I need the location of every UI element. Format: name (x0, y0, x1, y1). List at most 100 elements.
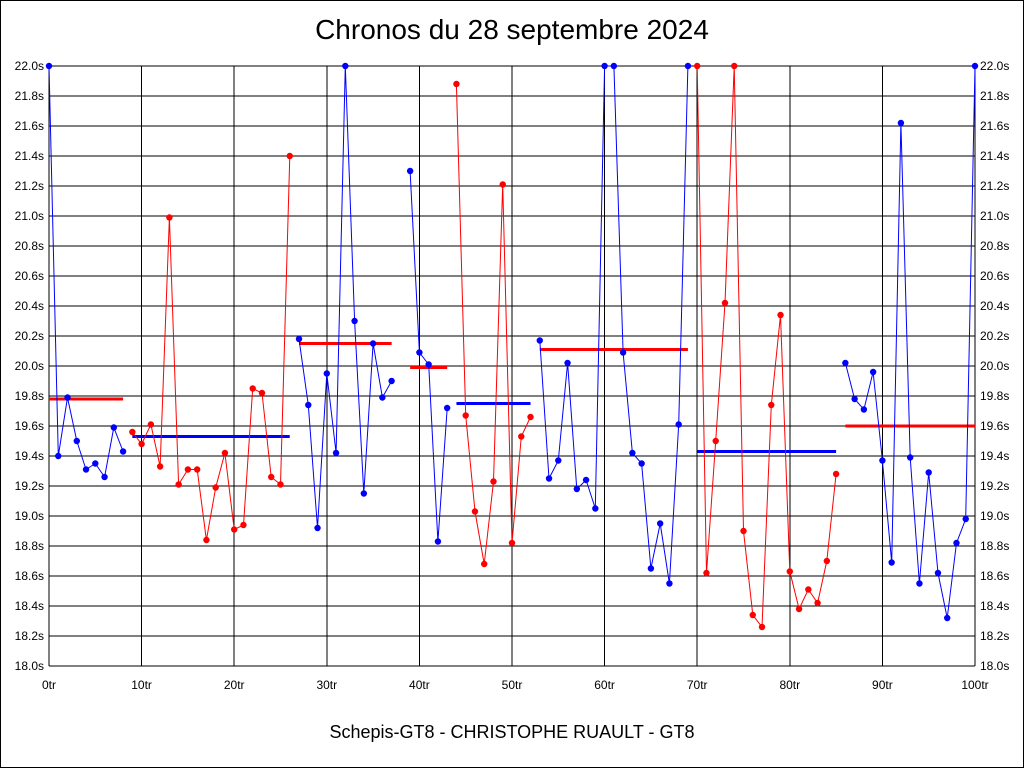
data-point (647, 565, 655, 572)
data-point (925, 469, 932, 476)
data-point (481, 560, 488, 568)
data-point (518, 433, 525, 440)
data-point (64, 394, 71, 401)
data-point (916, 580, 923, 587)
data-point (138, 440, 145, 448)
data-point (212, 484, 219, 491)
data-point (45, 62, 53, 70)
data-point (712, 437, 719, 445)
data-point (351, 317, 358, 325)
y-tick-label-right: 19.6s (980, 419, 1009, 433)
data-point (406, 167, 414, 175)
y-tick-label-right: 21.8s (980, 89, 1009, 103)
data-point (258, 389, 266, 397)
data-point (897, 119, 905, 127)
y-tick-label-left: 18.4s (15, 599, 44, 613)
data-point (425, 361, 432, 368)
data-point (694, 62, 701, 70)
y-tick-label-right: 21.0s (980, 209, 1009, 223)
data-point (527, 413, 534, 421)
data-point (471, 508, 479, 515)
x-tick-label: 80tr (779, 678, 800, 692)
y-tick-label-right: 19.8s (980, 389, 1009, 403)
x-tick-label: 60tr (594, 678, 615, 692)
data-point (573, 485, 581, 493)
data-point (832, 470, 840, 478)
y-tick-label-right: 19.0s (980, 509, 1009, 523)
data-point (629, 449, 636, 457)
data-point (499, 181, 506, 188)
data-point (453, 80, 460, 88)
y-tick-label-right: 20.4s (980, 299, 1009, 313)
data-point (786, 568, 793, 575)
y-tick-label-left: 20.0s (15, 359, 44, 373)
y-tick-label-left: 20.8s (15, 239, 44, 253)
y-tick-label-right: 18.4s (980, 599, 1009, 613)
data-point (295, 335, 303, 343)
data-point (721, 299, 729, 307)
data-point (231, 526, 238, 533)
data-point (147, 421, 155, 428)
y-tick-label-right: 20.0s (980, 359, 1009, 373)
x-tick-label: 20tr (224, 678, 245, 692)
y-tick-label-right: 18.8s (980, 539, 1009, 553)
data-point (73, 437, 80, 445)
data-point (55, 452, 62, 460)
data-point (675, 421, 682, 428)
data-point (101, 473, 108, 481)
series-line (298, 65, 393, 529)
data-point (388, 377, 395, 385)
data-point (934, 569, 942, 577)
data-point (601, 62, 608, 70)
data-point (656, 520, 664, 527)
series-line (696, 65, 837, 629)
data-point (795, 605, 803, 613)
data-point (203, 536, 210, 544)
chart-caption: Schepis-GT8 - CHRISTOPHE RUAULT - GT8 (329, 722, 695, 742)
y-tick-label-left: 22.0s (15, 59, 44, 73)
data-point (379, 394, 386, 401)
x-tick-label: 30tr (316, 678, 337, 692)
y-tick-label-left: 20.4s (15, 299, 44, 313)
data-point (545, 475, 553, 482)
y-tick-label-left: 19.4s (15, 449, 44, 463)
y-tick-label-left: 20.2s (15, 329, 44, 343)
data-point (638, 460, 645, 467)
data-point (666, 580, 673, 587)
y-tick-label-left: 18.2s (15, 629, 44, 643)
data-point (860, 406, 868, 413)
y-tick-label-left: 18.8s (15, 539, 44, 553)
data-point (731, 62, 738, 70)
data-point (888, 559, 895, 566)
data-point (490, 478, 497, 485)
chart-title: Chronos du 28 septembre 2024 (315, 14, 709, 45)
x-tick-label: 50tr (502, 678, 523, 692)
data-point (842, 359, 849, 367)
data-point (82, 466, 90, 473)
data-point (703, 569, 710, 577)
y-tick-label-right: 21.2s (980, 179, 1009, 193)
data-point (369, 340, 377, 347)
data-point (879, 457, 886, 464)
data-point (156, 463, 164, 470)
x-tick-label: 0tr (42, 678, 56, 692)
data-point (305, 401, 312, 409)
data-point (110, 424, 118, 431)
data-point (175, 481, 182, 488)
data-point (462, 412, 469, 419)
data-point (434, 538, 442, 545)
x-tick-label: 10tr (131, 678, 152, 692)
data-point (953, 539, 960, 547)
data-point (508, 539, 516, 547)
y-tick-label-left: 18.0s (15, 659, 44, 673)
series-line (539, 65, 689, 584)
data-point (360, 490, 368, 497)
y-tick-label-left: 21.4s (15, 149, 44, 163)
x-tick-label: 90tr (872, 678, 893, 692)
data-point (314, 524, 321, 532)
y-tick-label-left: 21.6s (15, 119, 44, 133)
data-point (286, 152, 293, 160)
data-point (768, 401, 775, 409)
data-point (249, 385, 256, 392)
data-point (823, 557, 831, 565)
